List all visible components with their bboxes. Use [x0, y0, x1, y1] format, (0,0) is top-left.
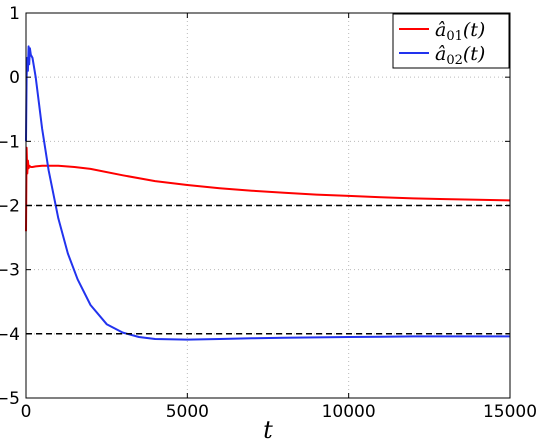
series-group [25, 45, 511, 341]
y-tick-label: −1 [0, 132, 20, 152]
x-tick-label: 5000 [166, 402, 209, 422]
ticks: 0 5000 10000 15000 1 0 −1 −2 −3 −4 −5 [0, 4, 537, 422]
y-tick-label: −3 [0, 261, 20, 281]
x-tick-label: 10000 [322, 402, 376, 422]
legend-label: â02(t) [435, 43, 485, 68]
legend-label: â01(t) [435, 19, 485, 44]
x-tick-label: 0 [21, 402, 32, 422]
legend: â01(t)â02(t) [392, 13, 510, 69]
y-tick-label: −4 [0, 325, 20, 345]
legend-box [392, 13, 510, 69]
series-line-2 [25, 45, 510, 341]
series-line-1 [25, 146, 511, 232]
y-tick-label: −2 [0, 197, 20, 217]
y-tick-label: 0 [9, 68, 20, 88]
x-tick-label: 15000 [483, 402, 537, 422]
y-tick-label: 1 [9, 4, 20, 24]
y-tick-label: −5 [0, 389, 20, 409]
x-axis-label: t [263, 416, 273, 440]
